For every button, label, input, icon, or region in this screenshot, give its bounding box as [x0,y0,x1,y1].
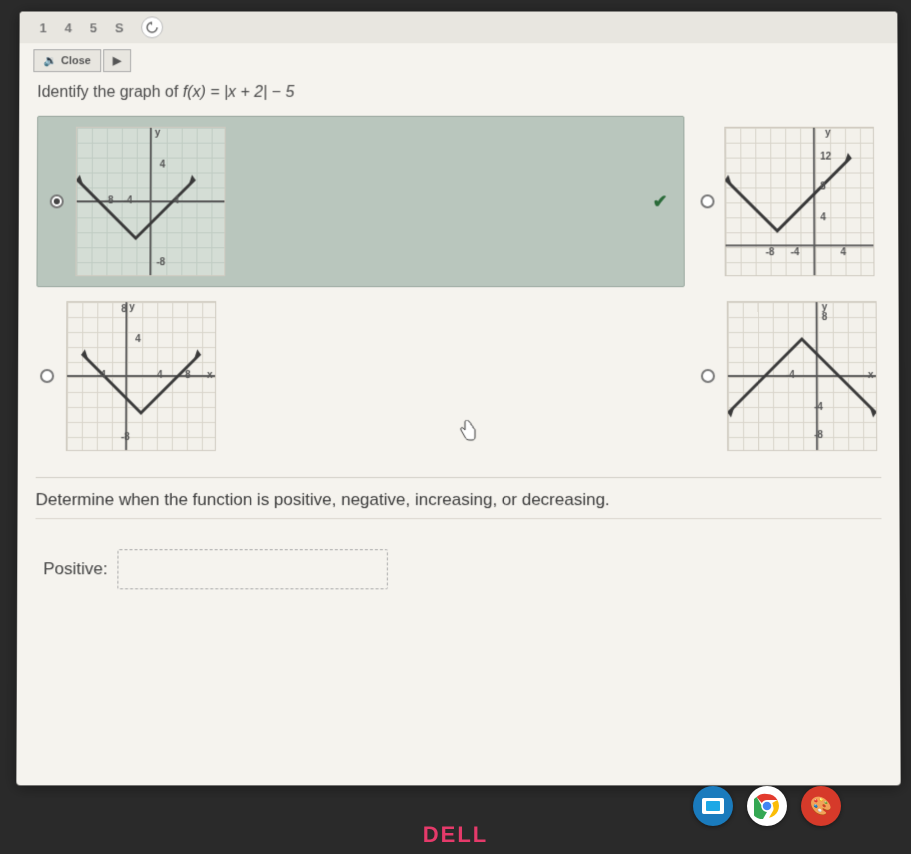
radio-c[interactable] [40,369,54,383]
next-button[interactable]: ▶ [103,49,131,72]
radio-d[interactable] [701,369,715,383]
positive-dropzone[interactable] [118,549,389,589]
close-label: Close [61,55,91,67]
close-button[interactable]: 🔉 Close [33,49,101,72]
graph-c: 8 4 -4 4 8 -8 y x [66,301,216,451]
question-text: Identify the graph of f(x) = |x + 2| − 5 [37,84,880,102]
section-divider [36,477,882,480]
answer-option-a[interactable]: 4 -8 -4 4 -8 y ✔ [36,116,684,287]
toolbar: 🔉 Close ▶ [19,43,897,78]
app-window: 1 4 5 S 🔉 Close ▶ Identify the graph of … [16,12,900,786]
laptop-brand: DELL [423,822,488,848]
chevron-right-icon: ▶ [113,54,121,67]
answers-row-1: 4 -8 -4 4 -8 y ✔ [36,116,880,287]
answer-option-b[interactable]: 12 8 4 -8 -4 4 y [694,121,880,282]
palette-icon: 🎨 [810,796,832,817]
graph-a: 4 -8 -4 4 -8 y [75,127,225,276]
content-area: Identify the graph of f(x) = |x + 2| − 5 [17,78,900,631]
tab-4[interactable]: S [115,20,124,35]
tab-1[interactable]: 1 [39,20,46,35]
graph-d: 8 -4 -4 -8 y x [727,301,877,451]
dock-app-3[interactable]: 🎨 [801,786,841,826]
subquestion-text: Determine when the function is positive,… [36,490,882,510]
refresh-icon[interactable] [141,16,163,38]
dock-app-1[interactable] [693,786,733,826]
dock: 🎨 [693,786,841,826]
positive-label: Positive: [43,559,107,579]
tab-3[interactable]: 5 [90,20,97,35]
radio-b[interactable] [701,194,715,208]
cursor-hand-icon [458,420,478,447]
graph-b: 12 8 4 -8 -4 4 y [724,127,874,276]
speaker-icon: 🔉 [43,54,57,67]
positive-row: Positive: [35,549,882,589]
dock-chrome[interactable] [747,786,787,826]
radio-a[interactable] [50,194,64,208]
rule [35,518,881,519]
tab-2[interactable]: 4 [65,20,72,35]
browser-tabstrip: 1 4 5 S [20,12,898,44]
chrome-icon [754,793,780,819]
check-icon: ✔ [653,191,668,212]
